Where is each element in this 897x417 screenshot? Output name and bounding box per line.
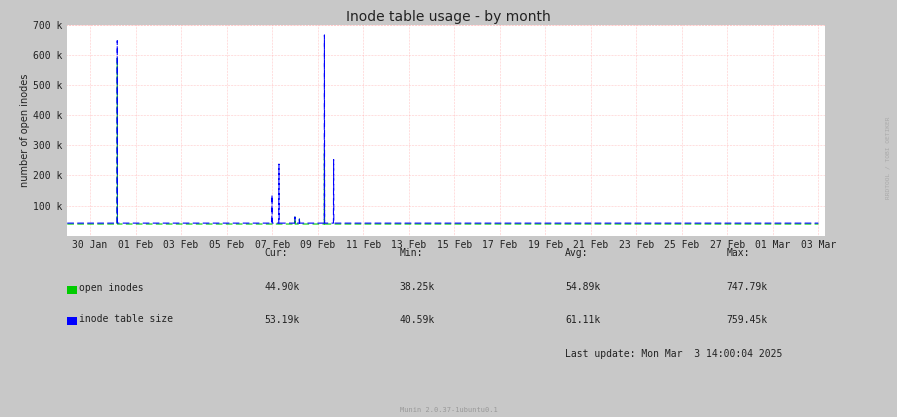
Text: 54.89k: 54.89k xyxy=(565,282,600,292)
Text: Inode table usage - by month: Inode table usage - by month xyxy=(346,10,551,25)
Text: 53.19k: 53.19k xyxy=(265,315,300,325)
Text: 38.25k: 38.25k xyxy=(399,282,434,292)
Text: inode table size: inode table size xyxy=(79,314,172,324)
Text: Last update: Mon Mar  3 14:00:04 2025: Last update: Mon Mar 3 14:00:04 2025 xyxy=(565,349,782,359)
Text: 61.11k: 61.11k xyxy=(565,315,600,325)
Y-axis label: number of open inodes: number of open inodes xyxy=(21,74,30,187)
Text: RRDTOOL / TOBI OETIKER: RRDTOOL / TOBI OETIKER xyxy=(885,117,891,199)
Text: 44.90k: 44.90k xyxy=(265,282,300,292)
Text: Cur:: Cur: xyxy=(265,249,288,259)
Text: Avg:: Avg: xyxy=(565,249,588,259)
Text: Munin 2.0.37-1ubuntu0.1: Munin 2.0.37-1ubuntu0.1 xyxy=(400,407,497,413)
Text: 40.59k: 40.59k xyxy=(399,315,434,325)
Text: 747.79k: 747.79k xyxy=(727,282,768,292)
Text: Min:: Min: xyxy=(399,249,422,259)
Text: open inodes: open inodes xyxy=(79,283,144,293)
Text: 759.45k: 759.45k xyxy=(727,315,768,325)
Text: Max:: Max: xyxy=(727,249,750,259)
